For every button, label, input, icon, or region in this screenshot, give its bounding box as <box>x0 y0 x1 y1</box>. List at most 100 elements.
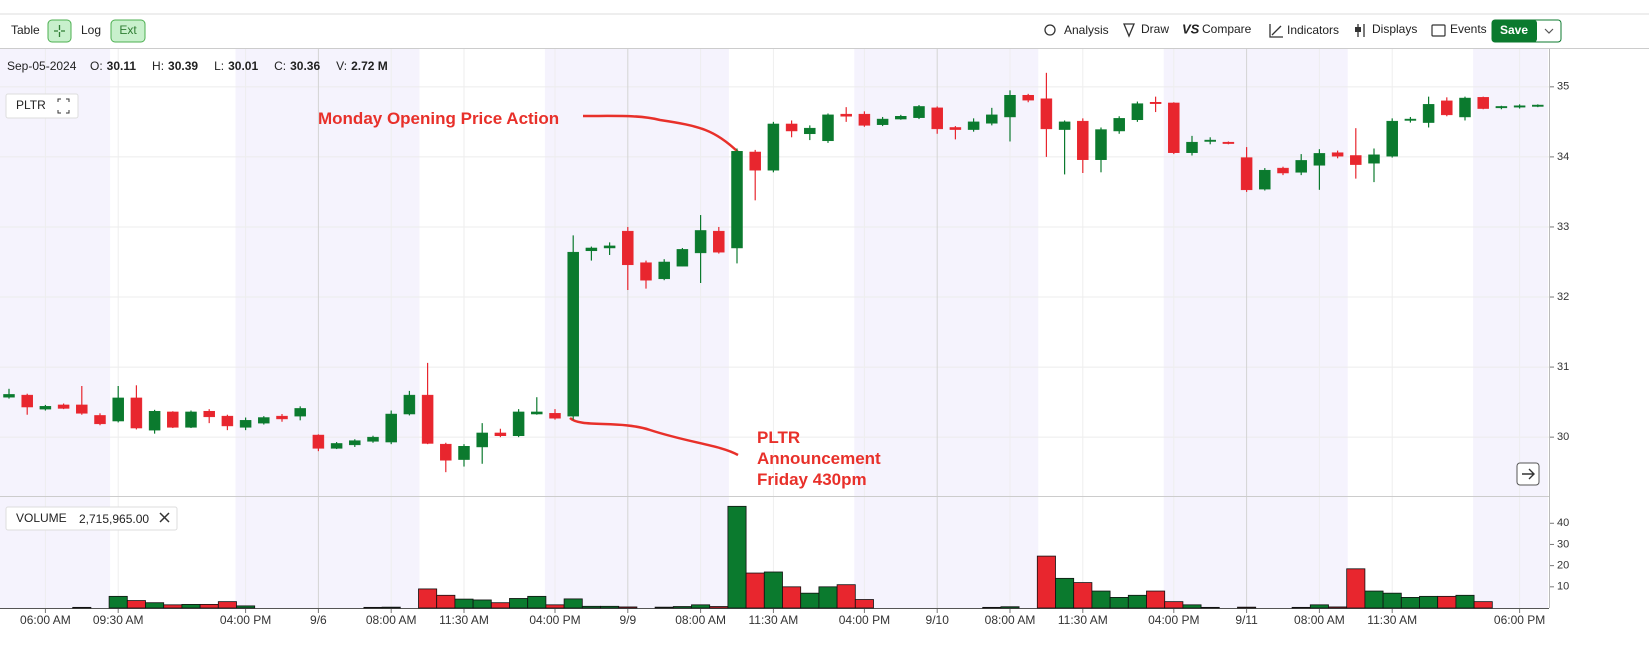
candle-body <box>1441 100 1453 116</box>
y-tick-label: 32 <box>1557 291 1569 303</box>
save-menu[interactable] <box>1544 28 1554 34</box>
volume-bar <box>217 601 237 609</box>
annotation-arrow <box>569 416 739 457</box>
candle-body <box>658 261 670 280</box>
log-button[interactable]: Log <box>81 23 101 37</box>
volume-bar <box>181 603 201 609</box>
candle-body <box>858 113 871 126</box>
volume-bar <box>745 572 765 609</box>
volume-bar <box>581 605 601 609</box>
x-tick-label: 11:30 AM <box>748 613 798 627</box>
volume-bar <box>1437 595 1457 609</box>
close-volume[interactable] <box>159 512 170 523</box>
candle-body <box>1022 94 1034 101</box>
volume-bar <box>527 595 547 609</box>
volume-bar <box>1309 604 1329 609</box>
table-button[interactable]: Table <box>11 23 40 37</box>
candle-body <box>749 151 761 171</box>
volume-y-tick-label: 20 <box>1557 560 1569 572</box>
events-icon <box>1431 24 1446 37</box>
volume-bar <box>381 606 401 609</box>
y-tick-label: 35 <box>1557 81 1569 93</box>
y-tick-label: 33 <box>1557 221 1569 233</box>
x-tick-label: 06:00 PM <box>1494 613 1545 627</box>
expand-icon[interactable] <box>57 98 70 114</box>
candle-body <box>21 394 33 408</box>
candle-body <box>1240 157 1253 191</box>
x-tick-label: 04:00 PM <box>839 613 890 627</box>
candle-body <box>1386 120 1398 157</box>
candle-body <box>1222 141 1235 144</box>
x-tick-label: 9/11 <box>1235 613 1258 627</box>
candle-body <box>767 123 780 171</box>
indicators-button[interactable]: Indicators <box>1287 23 1339 37</box>
volume-y-tick-label: 10 <box>1557 581 1569 593</box>
annotations: Monday Opening Price Action PLTR Announcem… <box>318 109 881 489</box>
candle-body <box>403 394 416 415</box>
symbol: PLTR <box>16 98 46 112</box>
volume-bar <box>236 605 256 609</box>
volume-bar <box>1473 601 1493 609</box>
ohlc-info: Sep-05-2024 O: 30.11 H: 30.39 L: 30.01 C: 30.36 V… <box>7 59 388 73</box>
candle-body <box>1331 152 1344 157</box>
candle-body <box>549 413 561 419</box>
extended-hours-band <box>854 49 1039 608</box>
x-tick-label: 08:00 AM <box>675 613 726 627</box>
x-tick-label: 11:30 AM <box>439 613 489 627</box>
info-label: H: <box>152 59 164 73</box>
volume-bar <box>1291 606 1311 609</box>
ext-button[interactable] <box>110 19 146 43</box>
events-button[interactable]: Events <box>1450 22 1487 36</box>
volume-bar <box>600 605 620 609</box>
annotation: Friday 430pm <box>757 470 867 489</box>
volume-bar <box>1200 606 1220 609</box>
volume-bar <box>126 600 146 609</box>
candle-body <box>640 262 652 281</box>
candle-body <box>1422 104 1435 123</box>
y-tick-label: 31 <box>1557 361 1569 373</box>
candle-body <box>1404 118 1417 121</box>
volume-bar <box>836 584 856 609</box>
candle-body <box>567 251 579 417</box>
volume-bar <box>763 571 783 609</box>
candle-body <box>895 116 907 120</box>
symbol-box <box>5 93 79 119</box>
save-button[interactable] <box>1492 20 1537 42</box>
candle-body <box>949 127 962 130</box>
candle-body <box>258 417 270 424</box>
x-tick-label: 06:00 AM <box>20 613 71 627</box>
indicators-icon <box>1269 24 1283 38</box>
candle-body <box>57 404 70 409</box>
volume-bar <box>472 599 492 609</box>
info-value: 30.39 <box>168 59 198 73</box>
volume-bar <box>691 604 711 609</box>
info-label: C: <box>274 59 286 73</box>
candle-body <box>694 230 707 254</box>
annotation-arrow <box>582 114 739 153</box>
volume-bar <box>454 598 474 609</box>
candle-body <box>1095 129 1107 160</box>
extended-hours-band <box>1163 49 1348 608</box>
draw-button[interactable]: Draw <box>1141 22 1169 36</box>
volume-bar <box>545 604 565 609</box>
volume-bar <box>418 588 438 609</box>
candle-body <box>603 245 616 249</box>
volume-bar <box>199 603 219 609</box>
volume-bar <box>509 598 529 609</box>
displays-button[interactable]: Displays <box>1372 22 1417 36</box>
volume-bar <box>145 602 165 609</box>
candle-body <box>731 151 743 249</box>
volume-bar <box>618 606 638 609</box>
compare-icon: VS <box>1182 21 1200 36</box>
crosshair-button[interactable] <box>47 19 72 43</box>
candle-body <box>276 415 288 420</box>
volume-bar <box>672 606 692 609</box>
compare-button[interactable]: Compare <box>1202 22 1252 36</box>
save-label: Save <box>1500 23 1528 37</box>
candle-body <box>148 410 161 431</box>
volume-bar <box>1127 594 1147 609</box>
candle-body <box>1477 97 1489 109</box>
annotation: Monday Opening Price Action <box>318 109 559 128</box>
analysis-button[interactable]: Analysis <box>1064 23 1109 37</box>
candle-body <box>1113 118 1125 132</box>
